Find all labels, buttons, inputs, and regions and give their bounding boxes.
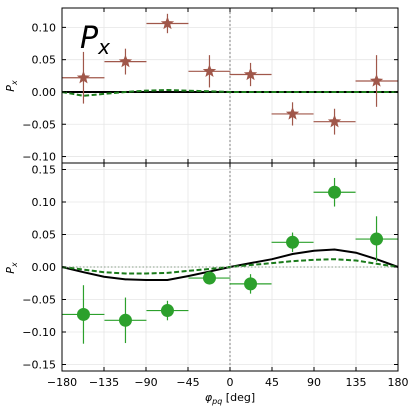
top-ylabel: Px (4, 80, 19, 92)
y-tick-label: 0.10 (32, 196, 57, 209)
y-tick-label: 0.00 (32, 86, 57, 99)
y-tick-label: −0.10 (22, 326, 56, 339)
data-point (328, 185, 342, 199)
x-tick-label: 135 (346, 376, 367, 389)
data-point (286, 235, 300, 249)
data-point (243, 67, 258, 81)
data-point (327, 114, 342, 128)
data-point (160, 304, 174, 318)
x-tick-label: −45 (176, 376, 199, 389)
x-tick-label: −90 (134, 376, 157, 389)
data-point (285, 106, 300, 120)
y-tick-label: −0.10 (22, 151, 56, 164)
data-point (244, 277, 258, 291)
data-point (118, 54, 133, 68)
y-tick-label: 0.00 (32, 261, 57, 274)
data-point (370, 232, 384, 246)
data-point (369, 73, 384, 87)
curve-dashed (61, 89, 398, 97)
x-tick-label: −135 (89, 376, 119, 389)
y-tick-label: 0.05 (32, 229, 57, 242)
bottom-xlabel: φpq [deg] (205, 391, 255, 406)
panel-annotation: Px (80, 21, 110, 59)
data-point (76, 307, 90, 321)
data-point (118, 313, 132, 327)
bottom-panel: −0.15 −0.10 −0.05 0.00 0.05 0.10 0.15 −180 −135 −… (22, 162, 409, 389)
x-tick-label: 0 (227, 376, 234, 389)
y-tick-label: 0.10 (32, 21, 57, 34)
top-panel: −0.10 −0.05 0.00 0.05 0.10 (22, 7, 399, 164)
bottom-ylabel: Px (4, 262, 19, 274)
y-tick-label: −0.05 (22, 118, 56, 131)
data-point (202, 271, 216, 285)
x-tick-label: −180 (47, 376, 77, 389)
y-tick-label: 0.15 (32, 164, 57, 177)
x-tick-label: 45 (265, 376, 279, 389)
y-tick-label: −0.05 (22, 294, 56, 307)
data-point (76, 70, 91, 84)
data-point (202, 64, 217, 77)
y-tick-label: 0.05 (32, 54, 57, 67)
y-tick-label: −0.15 (22, 359, 56, 372)
x-tick-label: 90 (307, 376, 321, 389)
data-point (160, 16, 175, 30)
x-tick-label: 180 (388, 376, 409, 389)
